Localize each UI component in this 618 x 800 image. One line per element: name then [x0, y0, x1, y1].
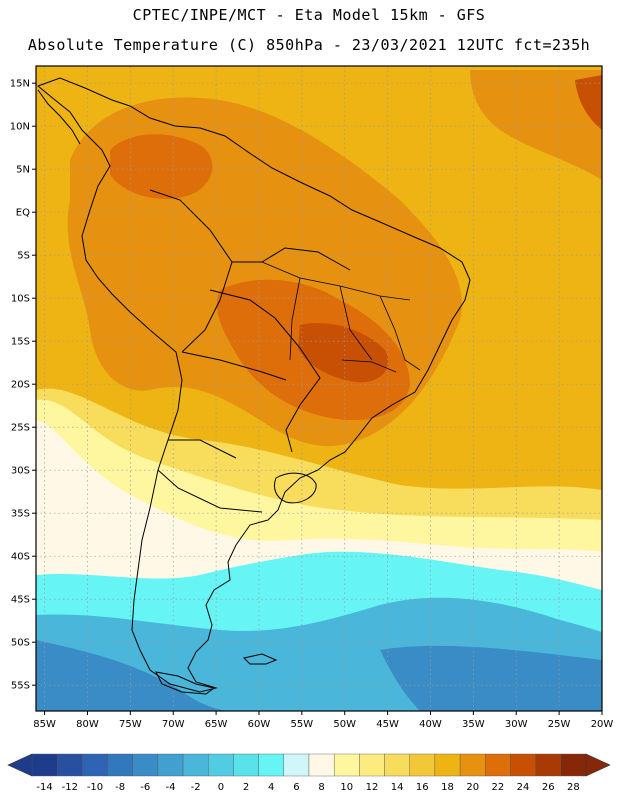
colorbar-swatch — [258, 753, 285, 777]
colorbar-swatch — [308, 753, 335, 777]
colorbar-swatch — [157, 753, 184, 777]
colorbar-label: 10 — [340, 782, 353, 793]
lat-label: 40S — [11, 552, 30, 563]
field-far-south-ocean-east — [380, 645, 602, 711]
colorbar-label: 26 — [542, 782, 555, 793]
colorbar-label: -10 — [87, 782, 103, 793]
latitude-axis: 15N 10N 5N EQ 5S 10S 15S 20S 25S 30S 35S 40S 45S 50S 5… — [10, 79, 36, 692]
colorbar-label: 4 — [268, 782, 274, 793]
lat-label: 45S — [11, 595, 30, 606]
lat-label: 50S — [11, 638, 30, 649]
colorbar-swatch — [233, 753, 259, 777]
colorbar-high-arrow — [585, 753, 611, 777]
colorbar-label: -6 — [140, 782, 150, 793]
colorbar-label: -14 — [36, 782, 52, 793]
temperature-field — [36, 66, 602, 711]
colorbar-swatch — [182, 753, 209, 777]
colorbar-label: 16 — [416, 782, 429, 793]
colorbar-swatch — [485, 753, 511, 777]
colorbar-label: -8 — [115, 782, 125, 793]
lat-label: EQ — [16, 208, 30, 219]
field-hottest-core-ne — [575, 75, 602, 130]
longitude-axis: 85W 80W 75W 70W 65W 60W 55W 50W 45W 40W 35W 30W 25W 2… — [33, 711, 613, 730]
lon-label: 30W — [505, 719, 528, 730]
colorbar-label: 2 — [243, 782, 249, 793]
colorbar-swatch — [56, 753, 83, 777]
colorbar-label: -12 — [62, 782, 78, 793]
colorbar-label: 0 — [218, 782, 224, 793]
colorbar-label: 6 — [293, 782, 299, 793]
colorbar-swatch — [359, 753, 385, 777]
lat-label: 30S — [11, 466, 30, 477]
lat-label: 20S — [11, 380, 30, 391]
lon-label: 55W — [291, 719, 314, 730]
lat-label: 10S — [11, 294, 30, 305]
colorbar-low-arrow — [7, 753, 33, 777]
lon-label: 75W — [119, 719, 142, 730]
field-far-south-ocean — [36, 640, 230, 711]
lagoon — [273, 472, 317, 504]
colorbar-swatch — [82, 753, 108, 777]
lon-label: 20W — [591, 719, 614, 730]
colorbar-label: 28 — [567, 782, 580, 793]
lon-label: 70W — [162, 719, 185, 730]
field-warm-orange-ne — [470, 70, 602, 180]
coastlines — [37, 77, 471, 695]
colorbar-swatch — [208, 753, 234, 777]
country-borders — [149, 189, 351, 513]
lon-label: 80W — [76, 719, 99, 730]
colorbar-label: 20 — [466, 782, 479, 793]
colorbar-label: 18 — [441, 782, 454, 793]
colorbar: -14 -12 -10 -8 -6 -4 -2 0 2 4 6 8 10 12 14 16 18 20 22 24 26… — [7, 753, 611, 793]
colorbar-swatch — [560, 753, 587, 777]
field-hottest-core — [298, 322, 389, 383]
colorbar-swatch — [384, 753, 410, 777]
lat-label: 25S — [11, 423, 30, 434]
colorbar-label: 22 — [492, 782, 505, 793]
central-america — [37, 89, 81, 145]
colorbar-swatch — [434, 753, 461, 777]
tierra-del-fuego — [155, 671, 216, 695]
lat-label: 15N — [10, 79, 30, 90]
lon-label: 40W — [419, 719, 442, 730]
colorbar-swatch — [31, 753, 58, 777]
colorbar-label: 24 — [517, 782, 530, 793]
lat-label: 5N — [16, 165, 30, 176]
colorbar-label: 14 — [391, 782, 404, 793]
brazil-states — [261, 261, 421, 373]
colorbar-label: 8 — [318, 782, 324, 793]
lon-label: 85W — [33, 719, 56, 730]
colorbar-swatch — [132, 753, 159, 777]
map-subtitle: Absolute Temperature (C) 850hPa - 23/03/… — [27, 36, 591, 54]
colorbar-label: 12 — [366, 782, 379, 793]
south-america-outline — [37, 77, 471, 693]
lon-label: 65W — [205, 719, 228, 730]
lon-label: 35W — [462, 719, 485, 730]
map-frame — [35, 65, 603, 712]
field-hot-core-north — [110, 134, 213, 199]
colorbar-swatch — [333, 753, 360, 777]
colorbar-swatch — [409, 753, 436, 777]
colorbar-swatch — [535, 753, 562, 777]
lon-label: 25W — [548, 719, 571, 730]
falklands — [243, 653, 278, 665]
lon-label: 60W — [248, 719, 271, 730]
colorbar-swatch — [107, 753, 133, 777]
lat-label: 55S — [11, 681, 30, 692]
colorbar-swatch — [459, 753, 486, 777]
colorbar-label: -2 — [191, 782, 201, 793]
lat-label: 10N — [10, 122, 30, 133]
colorbar-swatch — [510, 753, 536, 777]
lat-label: 5S — [17, 251, 30, 262]
lat-label: 15S — [11, 337, 30, 348]
lat-label: 35S — [11, 509, 30, 520]
map-title: CPTEC/INPE/MCT - Eta Model 15km - GFS — [132, 6, 486, 24]
colorbar-swatch — [283, 753, 310, 777]
colorbar-label: -4 — [166, 782, 176, 793]
lon-label: 45W — [376, 719, 399, 730]
lon-label: 50W — [333, 719, 356, 730]
